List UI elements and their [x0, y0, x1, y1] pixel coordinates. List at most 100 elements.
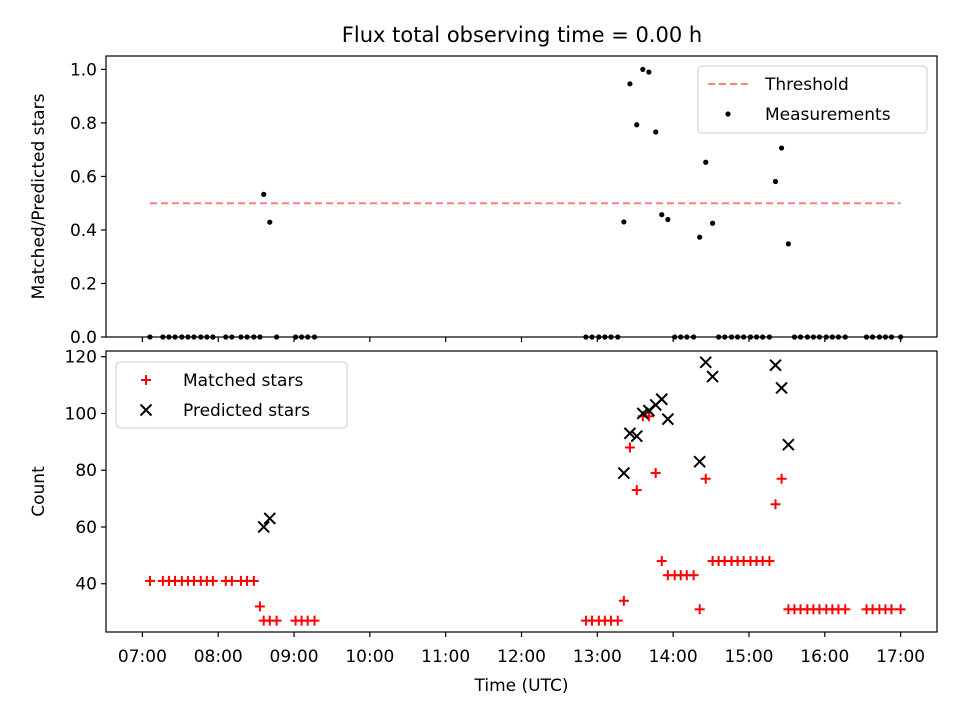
- matched-point: [770, 499, 781, 510]
- predicted-point-b: [617, 466, 631, 480]
- measurement-point: [785, 241, 791, 247]
- x-tick-label: 07:00: [118, 647, 167, 667]
- measurement-point: [697, 234, 703, 240]
- y-axis-label: Matched/Predicted stars: [29, 93, 49, 299]
- predicted-point-b: [699, 356, 712, 369]
- matched-point: [886, 604, 897, 615]
- predicted-point: [699, 356, 712, 369]
- predicted-point: [655, 393, 668, 406]
- predicted-point: [617, 466, 631, 480]
- predicted-point: [706, 370, 719, 383]
- predicted-point-b: [623, 427, 637, 440]
- legend-matched-label: Matched stars: [183, 371, 303, 391]
- legend-box: [115, 361, 348, 429]
- matched-point: [840, 604, 851, 615]
- x-tick-label: 17:00: [876, 647, 925, 667]
- matched-point: [612, 615, 623, 626]
- y-tick-label: 0.0: [70, 328, 97, 348]
- measurement-point: [778, 145, 785, 151]
- measurement-point: [665, 216, 671, 223]
- predicted-point-b: [775, 381, 788, 395]
- measurement-point: [653, 129, 659, 135]
- y-tick-label: 40: [75, 575, 97, 595]
- y-tick-label: 120: [65, 348, 97, 368]
- predicted-point-b: [263, 512, 276, 525]
- matched-point: [144, 575, 155, 586]
- matched-point: [694, 604, 705, 615]
- matched-point: [618, 595, 629, 606]
- measurement-point: [640, 66, 646, 72]
- x-tick-label: 15:00: [724, 647, 773, 667]
- legend-box: [697, 65, 928, 134]
- legend: Threshold Measurements: [697, 65, 928, 134]
- chart-title: Flux total observing time = 0.00 h: [342, 23, 702, 47]
- ratio-panel: 0.0 0.2 0.4 0.6 0.8 1.0 Matched/Predicted star…: [29, 55, 938, 348]
- measurement-point: [267, 219, 273, 225]
- measurement-point: [621, 219, 627, 225]
- x-tick-label: 11:00: [421, 647, 470, 667]
- matched-point: [207, 575, 218, 586]
- legend-predicted-label: Predicted stars: [183, 401, 310, 421]
- matched-point: [271, 615, 282, 626]
- x-tick-label: 13:00: [573, 647, 622, 667]
- predicted-point: [623, 427, 637, 440]
- legend-measurement-swatch: [725, 111, 731, 117]
- legend-measurement-label: Measurements: [765, 105, 891, 125]
- measurement-point: [646, 69, 652, 75]
- matched-point: [776, 473, 787, 484]
- y-axis-label: Count: [29, 466, 49, 517]
- matched-point: [764, 556, 775, 567]
- measurement-point: [703, 159, 709, 165]
- legend-predicted-swatch-b: [139, 403, 153, 417]
- predicted-point: [782, 438, 795, 451]
- series-matched-stars: [144, 411, 906, 626]
- predicted-point-b: [636, 407, 650, 420]
- y-tick-label: 0.4: [70, 221, 97, 241]
- matched-point: [656, 556, 667, 567]
- predicted-point-b: [630, 429, 643, 443]
- measurement-point: [627, 81, 633, 87]
- predicted-point-b: [655, 393, 668, 406]
- matched-point: [309, 615, 320, 626]
- measurement-point: [772, 178, 779, 185]
- predicted-point: [263, 512, 276, 525]
- matched-point: [254, 601, 265, 612]
- predicted-point: [636, 407, 650, 420]
- measurement-point: [709, 220, 716, 226]
- series-predicted-stars: [257, 356, 795, 534]
- predicted-point: [775, 381, 788, 395]
- legend-threshold-label: Threshold: [764, 75, 849, 95]
- x-tick-label: 08:00: [194, 647, 243, 667]
- x-tick-label: 14:00: [649, 647, 698, 667]
- y-tick-label: 0.8: [70, 114, 97, 134]
- y-tick-label: 80: [75, 461, 97, 481]
- measurement-point: [659, 212, 665, 218]
- predicted-point-b: [782, 438, 795, 451]
- legend: Matched stars Predicted stars: [115, 361, 348, 429]
- y-tick-label: 60: [75, 518, 97, 538]
- predicted-point: [693, 455, 706, 468]
- matched-point: [650, 468, 661, 479]
- matched-point: [631, 485, 642, 496]
- x-axis-label: Time (UTC): [474, 676, 569, 696]
- predicted-point: [257, 520, 270, 534]
- predicted-point-b: [661, 412, 675, 426]
- y-tick-label: 100: [65, 404, 97, 424]
- y-tick-label: 0.2: [70, 274, 97, 294]
- x-tick-label: 10:00: [345, 647, 394, 667]
- x-tick-label: 16:00: [800, 647, 849, 667]
- predicted-point-b: [706, 370, 719, 383]
- x-tick-label: 09:00: [270, 647, 319, 667]
- predicted-point-b: [769, 358, 782, 372]
- matched-point: [226, 575, 237, 586]
- predicted-point: [661, 412, 675, 426]
- matched-point: [688, 570, 699, 581]
- x-tick-label: 12:00: [497, 647, 546, 667]
- predicted-point: [769, 358, 782, 372]
- measurement-point: [261, 191, 267, 197]
- matched-point: [895, 604, 906, 615]
- count-panel: 40 60 80 100 120 07:00 08:00 09:00 10:00 11:00 12:…: [29, 348, 938, 696]
- predicted-point-b: [257, 520, 270, 534]
- predicted-point-b: [693, 455, 706, 468]
